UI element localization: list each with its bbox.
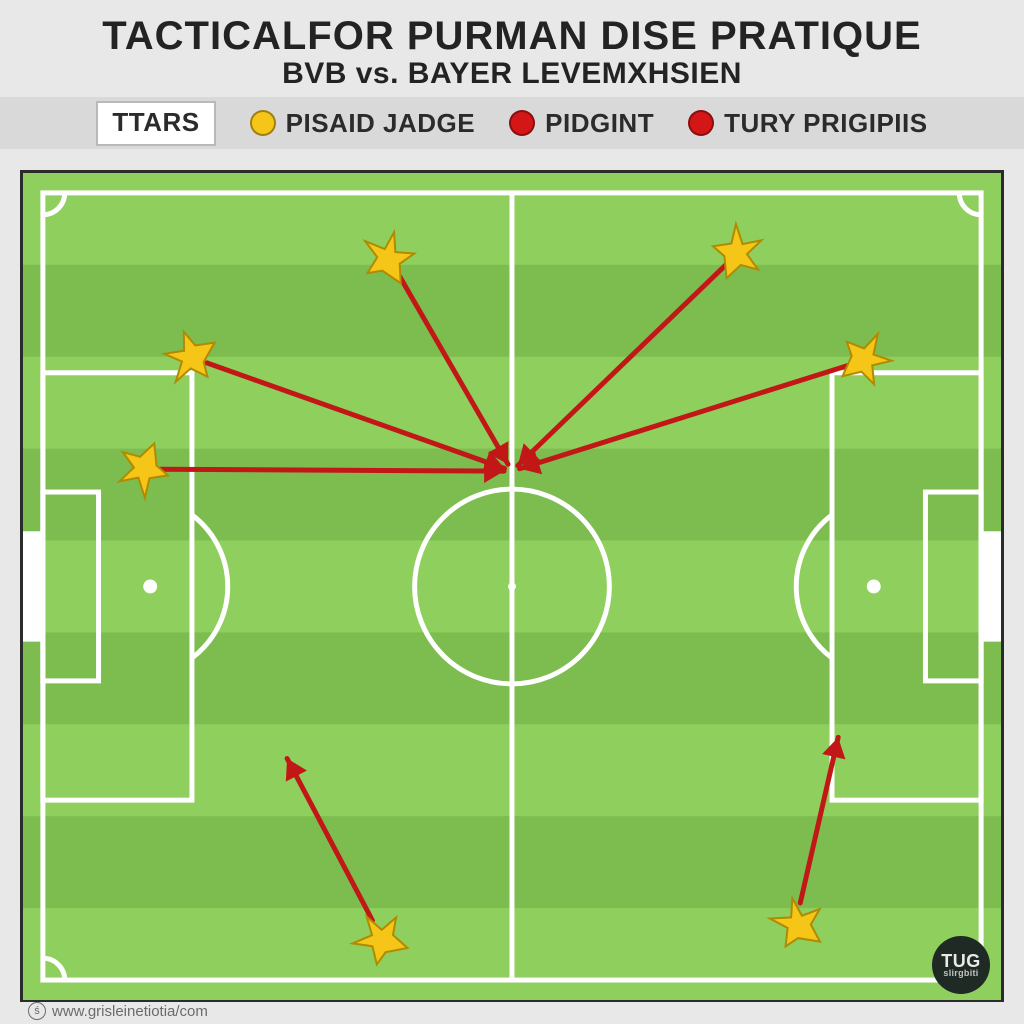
legend-label: TURY PRIGIPIIS <box>724 108 928 139</box>
pitch-container <box>20 170 1004 1002</box>
legend-label: PISAID JADGE <box>286 108 476 139</box>
pitch-diagram <box>23 173 1001 1000</box>
legend-dot-icon <box>688 110 714 136</box>
legend-item: PIDGINT <box>509 108 654 139</box>
source-watermark: ś www.grisleinetiotia/com <box>28 1002 208 1020</box>
legend-label: PIDGINT <box>545 108 654 139</box>
legend-dot-icon <box>250 110 276 136</box>
match-subtitle: BVB vs. BAYER LEVEMXHSIEN <box>0 57 1024 91</box>
copyright-icon: ś <box>28 1002 46 1020</box>
legend-category-box: TTARS <box>96 101 215 146</box>
legend-item: PISAID JADGE <box>250 108 476 139</box>
legend-item: TURY PRIGIPIIS <box>688 108 928 139</box>
watermark-text: www.grisleinetiotia/com <box>52 1003 208 1020</box>
badge-top: TUG <box>941 953 981 969</box>
legend-dot-icon <box>509 110 535 136</box>
tactical-graphic: TACTICALFOR PURMAN DISE PRATIQUE BVB vs.… <box>0 0 1024 1024</box>
header: TACTICALFOR PURMAN DISE PRATIQUE BVB vs.… <box>0 0 1024 97</box>
main-title: TACTICALFOR PURMAN DISE PRATIQUE <box>0 14 1024 59</box>
brand-badge: TUG slirgbiti <box>932 936 990 994</box>
legend-bar: TTARS PISAID JADGE PIDGINT TURY PRIGIPIIS <box>0 97 1024 149</box>
badge-bottom: slirgbiti <box>943 969 978 977</box>
